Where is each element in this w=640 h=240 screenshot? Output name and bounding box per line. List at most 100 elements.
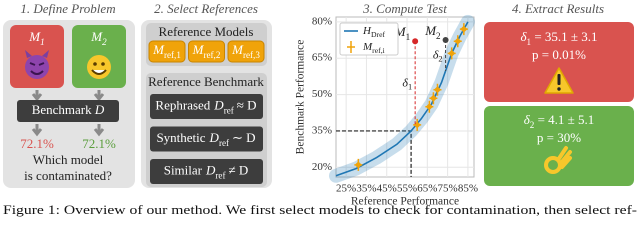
panel-references: 2. Select References Reference Models Mr…	[141, 1, 272, 188]
relation: ∼ D	[232, 130, 256, 145]
accuracy: 72.1%	[82, 136, 116, 151]
subscript: ref,2	[203, 50, 220, 60]
row-label: Synthetic Dref ∼ D	[156, 130, 255, 148]
arrow	[31, 124, 105, 137]
devil-icon	[25, 50, 49, 79]
x-axis-label: Reference Performance	[351, 196, 459, 208]
point	[447, 47, 456, 60]
model-marker	[412, 38, 419, 45]
delta: δ	[524, 112, 531, 127]
x-tick-label: 55%	[397, 183, 417, 195]
benchmark-row	[150, 94, 263, 119]
panel-title: 3. Compute Test	[362, 1, 447, 16]
result-p: p = 30%	[537, 130, 581, 145]
symbol: M	[362, 41, 373, 53]
subscript: 2	[438, 55, 442, 64]
benchmark-label: Benchmark D	[32, 102, 105, 117]
y-tick-label: 50%	[312, 88, 332, 100]
label: Similar	[164, 162, 203, 177]
point	[433, 83, 442, 96]
symbol: M	[152, 42, 165, 57]
subscript: ref	[219, 138, 230, 148]
subscript: ref,1	[164, 50, 181, 60]
label: Rephrased	[155, 97, 210, 112]
legend-label: Mref,i	[362, 41, 385, 56]
benchmark-box	[17, 100, 119, 122]
legend-label: HDref	[362, 25, 385, 40]
chip-label: Mref,2	[192, 42, 221, 60]
x-tick-label: 35%	[356, 183, 376, 195]
delta: δ	[520, 29, 527, 44]
benchmark-row	[150, 159, 263, 184]
subscript: 2	[436, 31, 441, 41]
subscript: 2	[530, 120, 535, 130]
panel-title: 4. Extract Results	[512, 1, 604, 16]
row-label: Similar Dref ≠ D	[164, 162, 249, 180]
x-tick-label: 45%	[377, 183, 397, 195]
subscript: Dref	[371, 30, 386, 39]
arrow	[31, 90, 105, 102]
models-heading: Reference Models	[159, 24, 254, 39]
estimate: = 35.1 ± 3.1	[531, 29, 597, 44]
symbol: M	[231, 42, 244, 57]
accuracy: 72.1%	[20, 136, 54, 151]
symbol: H	[362, 25, 372, 37]
result-estimate: δ2 = 4.1 ± 5.1	[524, 112, 595, 130]
y-axis-label: Benchmark Performance	[295, 40, 307, 155]
panel-title: 2. Select References	[154, 1, 258, 16]
point	[459, 23, 468, 36]
subscript: 2	[102, 37, 107, 47]
panel-chart: 3. Compute Test 25% 35% 45% 55% 65% 75% 85%20%…	[295, 1, 478, 208]
x-tick-label: 85%	[458, 183, 478, 195]
benchmarks-heading: Reference Benchmark	[148, 74, 264, 89]
y-tick-label: 80%	[312, 15, 332, 27]
y-tick-label: 35%	[312, 124, 332, 136]
subscript: ref	[224, 106, 235, 116]
x-tick-label: 75%	[438, 183, 458, 195]
model-chip	[227, 40, 265, 63]
panel-results: 4. Extract Results δ1 = 35.1 ± 3.1 p = 0…	[484, 1, 634, 186]
model-label: M1	[28, 29, 44, 47]
model-chip	[188, 40, 225, 63]
estimate: = 4.1 ± 5.1	[534, 112, 594, 127]
chip-label: Mref,3	[231, 42, 260, 60]
symbol: D	[94, 102, 105, 117]
result-box	[484, 22, 634, 102]
symbol: D	[213, 97, 224, 112]
subscript: 1	[406, 32, 411, 42]
caption: Figure 1: Overview of our method. We fir…	[3, 202, 637, 217]
chips: Mref,1 Mref,2 Mref,3	[148, 40, 265, 63]
panel-title: 1. Define Problem	[20, 1, 115, 16]
point	[425, 100, 434, 113]
relation: ≠ D	[228, 162, 248, 177]
point	[354, 158, 363, 171]
x-tick-label: 65%	[417, 183, 437, 195]
warning-icon	[544, 67, 574, 94]
model-marker	[442, 37, 449, 44]
label: Benchmark	[32, 102, 92, 117]
subscript: 1	[408, 83, 412, 92]
symbol: D	[205, 162, 216, 177]
delta-label: δ2	[433, 47, 443, 64]
ok-icon	[544, 146, 572, 174]
symbol: M	[28, 29, 41, 44]
label: Synthetic	[156, 130, 205, 145]
subscript: ref,3	[243, 50, 260, 60]
smile-icon	[87, 55, 111, 79]
subscript: ref,i	[372, 46, 385, 55]
symbol: D	[209, 130, 220, 145]
figure: 1. Define Problem M1 M2 Benchmark D 72.1…	[3, 1, 637, 217]
y-tick-label: 65%	[312, 52, 332, 64]
point	[453, 35, 462, 48]
page: {"panels": [ {"title": "1. Define Proble…	[3, 0, 637, 217]
symbol: M	[424, 23, 437, 38]
row-label: Rephrased Dref ≈ D	[155, 97, 256, 115]
subscript: ref	[215, 171, 226, 181]
x-tick-label: 25%	[336, 183, 356, 195]
fit-line	[335, 21, 469, 177]
symbol: δ	[402, 75, 408, 89]
model-chip	[148, 40, 186, 63]
delta-label: δ1	[402, 75, 412, 92]
symbol: M	[90, 29, 103, 44]
panel-define: 1. Define Problem M1 M2 Benchmark D 72.1…	[3, 1, 135, 188]
